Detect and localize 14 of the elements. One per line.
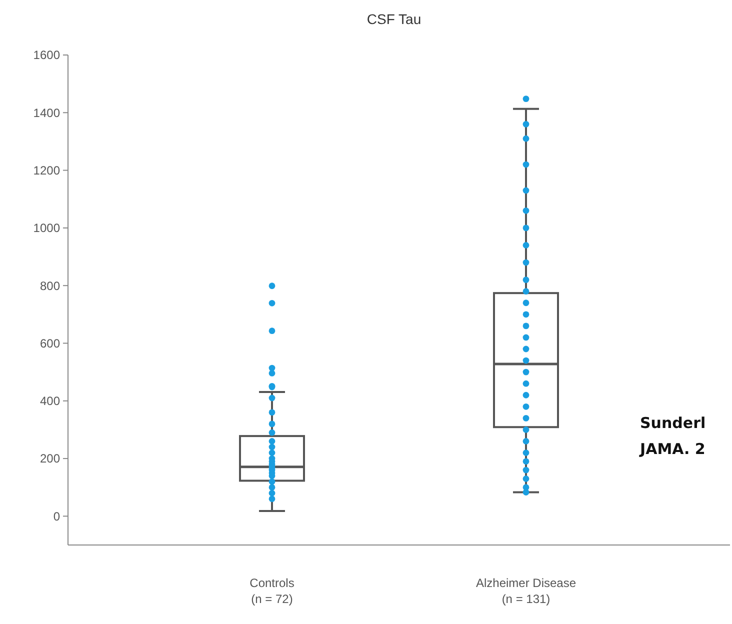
annotation: Sunderl [640, 414, 706, 432]
y-tick-label: 800 [40, 278, 60, 293]
y-tick-label: 400 [40, 394, 60, 408]
y-tick-label: 1400 [33, 106, 60, 120]
y-tick-label: 1000 [33, 221, 60, 236]
x-tick-label: Alzheimer Disease (n = 131) [476, 576, 576, 606]
y-tick-label: 600 [40, 336, 60, 350]
x-tick-label: Controls (n = 72) [250, 576, 294, 606]
y-tick-label: 200 [40, 452, 60, 466]
annotation: JAMA. 2 [639, 440, 706, 458]
chart-title: CSF Tau [366, 11, 422, 27]
y-tick-label: 0 [53, 509, 60, 524]
y-tick-label: 1600 [33, 48, 60, 62]
y-tick-label: 1200 [33, 163, 60, 178]
